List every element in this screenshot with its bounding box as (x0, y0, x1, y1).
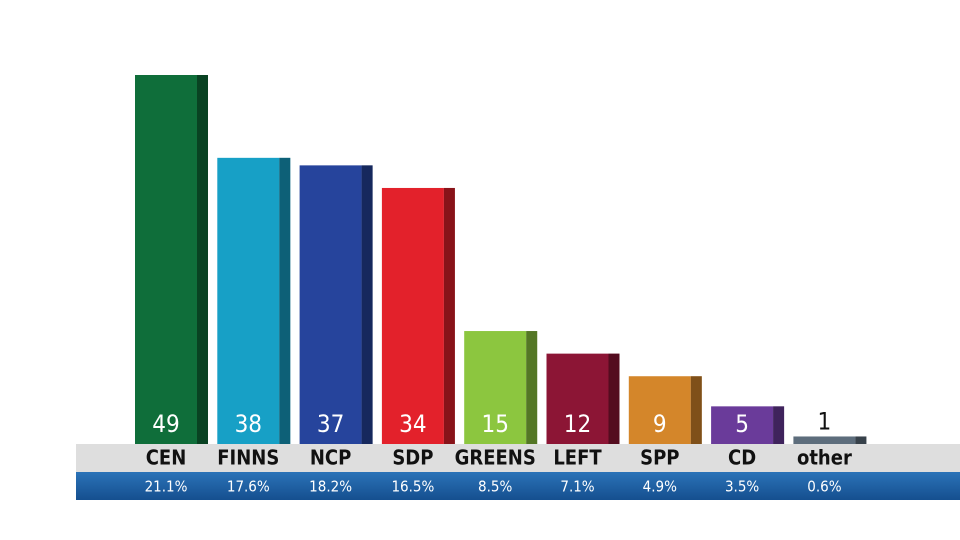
value-label: 15 (481, 410, 508, 438)
share-label: 17.6% (227, 478, 270, 496)
value-label: 12 (564, 410, 591, 438)
bar (381, 187, 444, 445)
bar-side (773, 406, 785, 444)
bar (299, 165, 362, 444)
value-label: 37 (317, 410, 344, 438)
value-label: 5 (735, 410, 749, 438)
share-label: 8.5% (478, 478, 512, 496)
bar-side (361, 165, 373, 444)
bar-side-shade (361, 165, 373, 444)
share-label: 7.1% (560, 478, 594, 496)
value-label: 49 (152, 410, 179, 438)
value-label: 9 (653, 410, 667, 438)
bar (464, 331, 527, 444)
bar-side-shade (443, 187, 455, 445)
category-label: CEN (146, 446, 187, 470)
bar-side-shade (279, 157, 291, 444)
category-label: other (797, 446, 852, 470)
value-label: 34 (399, 410, 426, 438)
bar (711, 406, 774, 444)
bar-side-shade (526, 331, 538, 444)
bar-side (690, 376, 702, 444)
bar-side-shade (608, 353, 620, 444)
category-label: SDP (392, 446, 433, 470)
share-label: 16.5% (391, 478, 434, 496)
bar (793, 436, 856, 444)
bar-side-shade (855, 436, 867, 444)
share-label: 3.5% (725, 478, 759, 496)
bar-side (197, 75, 208, 444)
category-label: LEFT (553, 446, 602, 470)
value-label: 1 (818, 407, 832, 435)
bar-side (526, 331, 538, 444)
category-label: CD (728, 446, 756, 470)
bar (217, 157, 280, 444)
share-label: 21.1% (145, 478, 188, 496)
share-label: 4.9% (643, 478, 677, 496)
label-band (76, 444, 960, 472)
bar-side-shade (690, 376, 702, 444)
bar (628, 376, 691, 444)
bar-side-shade (197, 75, 208, 444)
share-label: 18.2% (309, 478, 352, 496)
bar-side (608, 353, 620, 444)
bar (135, 75, 197, 444)
value-label: 38 (235, 410, 262, 438)
share-label: 0.6% (807, 478, 841, 496)
bar-side (443, 187, 455, 445)
share-band (76, 472, 960, 500)
bar-side (855, 436, 867, 444)
bar-side (279, 157, 291, 444)
bar-side-shade (773, 406, 785, 444)
bar (546, 353, 609, 444)
category-label: GREENS (455, 446, 536, 470)
category-label: FINNS (217, 446, 279, 470)
category-label: NCP (310, 446, 351, 470)
category-label: SPP (640, 446, 679, 470)
